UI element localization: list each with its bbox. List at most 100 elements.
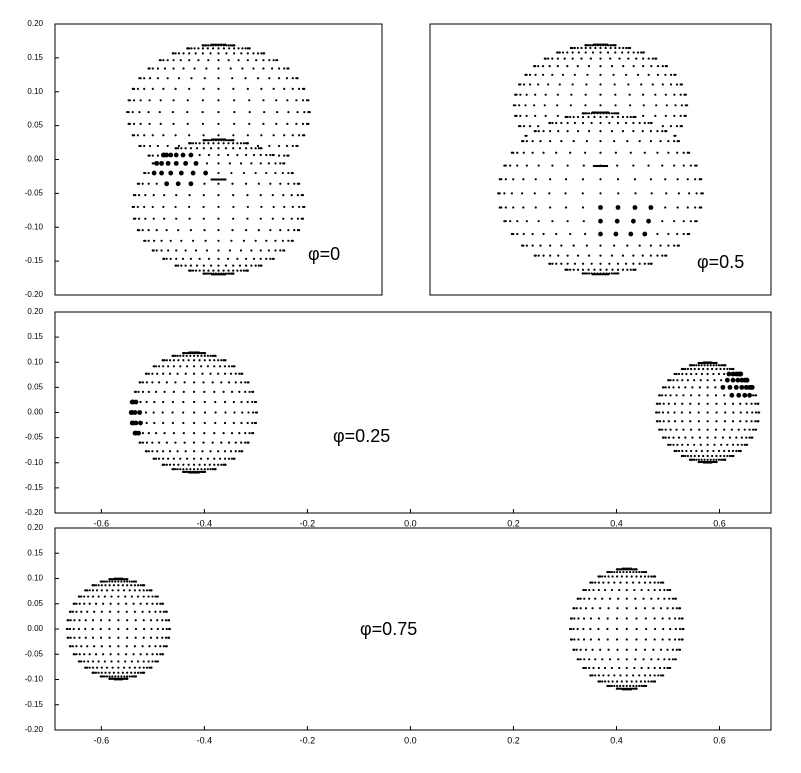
dot xyxy=(717,364,721,367)
dot xyxy=(303,87,306,91)
dot xyxy=(203,400,206,404)
dot xyxy=(516,232,519,236)
dot xyxy=(673,140,676,143)
dot xyxy=(185,354,188,357)
dot xyxy=(541,73,545,76)
dot xyxy=(217,153,220,157)
dot xyxy=(272,205,275,209)
dot xyxy=(132,87,136,91)
dot xyxy=(693,379,696,382)
dot xyxy=(281,171,284,175)
dot xyxy=(647,588,650,592)
dot xyxy=(233,365,236,368)
dot xyxy=(655,57,658,60)
dot xyxy=(217,205,220,209)
dot xyxy=(599,192,602,195)
dot xyxy=(83,653,86,656)
dot xyxy=(691,458,694,461)
spot-dot xyxy=(648,205,654,210)
dot xyxy=(584,232,587,236)
dot xyxy=(521,192,524,195)
dot xyxy=(141,645,144,648)
dot xyxy=(148,154,151,157)
dot xyxy=(279,228,282,232)
dot xyxy=(664,178,667,181)
dot xyxy=(223,273,227,276)
dot xyxy=(185,352,189,355)
dot xyxy=(621,115,625,119)
dot xyxy=(179,354,182,357)
dot xyxy=(114,580,117,583)
dot xyxy=(618,57,621,60)
dot xyxy=(156,636,159,639)
dot xyxy=(549,244,552,247)
dot xyxy=(739,411,742,414)
dot xyxy=(83,595,86,598)
dot xyxy=(188,52,191,55)
dot xyxy=(717,449,721,453)
dot xyxy=(189,147,193,150)
dot xyxy=(748,436,751,439)
dot xyxy=(217,239,220,242)
dot xyxy=(226,272,230,275)
dot xyxy=(172,432,175,435)
dot xyxy=(301,99,305,102)
dot xyxy=(156,154,160,157)
dot xyxy=(647,262,650,265)
dot xyxy=(650,65,653,68)
dot xyxy=(539,244,542,247)
dot xyxy=(549,121,552,125)
dot xyxy=(667,411,670,414)
dot xyxy=(211,47,215,50)
dot xyxy=(681,449,684,453)
dot xyxy=(132,99,136,102)
dot xyxy=(624,121,628,125)
dot xyxy=(282,194,285,197)
dot xyxy=(159,645,162,648)
dot xyxy=(213,359,216,362)
dot xyxy=(573,46,576,50)
dot xyxy=(228,249,232,252)
spot-dot xyxy=(598,231,603,237)
x-tick-label: -0.4 xyxy=(197,735,213,745)
dot xyxy=(97,671,100,674)
dot xyxy=(136,584,140,587)
dot xyxy=(213,390,216,393)
dot xyxy=(629,104,632,107)
dot xyxy=(272,134,275,137)
dot xyxy=(172,463,175,466)
dot xyxy=(706,411,709,414)
dot xyxy=(246,194,249,197)
dot xyxy=(201,122,204,125)
dot xyxy=(168,450,172,453)
dot xyxy=(643,607,647,610)
dot xyxy=(154,595,157,598)
dot xyxy=(713,379,716,382)
dot xyxy=(117,645,120,648)
dot xyxy=(570,638,573,641)
dot xyxy=(117,584,120,587)
dot xyxy=(500,206,503,209)
dot xyxy=(619,581,622,584)
dot xyxy=(645,570,648,574)
dot xyxy=(634,115,637,119)
dot xyxy=(200,468,203,471)
dot xyxy=(605,268,608,271)
dot xyxy=(695,449,698,453)
dot xyxy=(108,675,111,678)
dot xyxy=(556,65,559,68)
dot xyxy=(682,220,685,223)
dot xyxy=(667,379,670,382)
dot xyxy=(179,365,182,368)
dot xyxy=(570,617,573,620)
dot xyxy=(232,139,235,142)
dot xyxy=(599,164,602,167)
dot xyxy=(750,420,753,423)
dot xyxy=(706,436,709,439)
dot xyxy=(640,51,643,54)
dot xyxy=(635,568,638,571)
dot xyxy=(197,471,200,474)
dot xyxy=(218,365,222,368)
dot xyxy=(250,249,253,252)
dot xyxy=(607,680,610,683)
